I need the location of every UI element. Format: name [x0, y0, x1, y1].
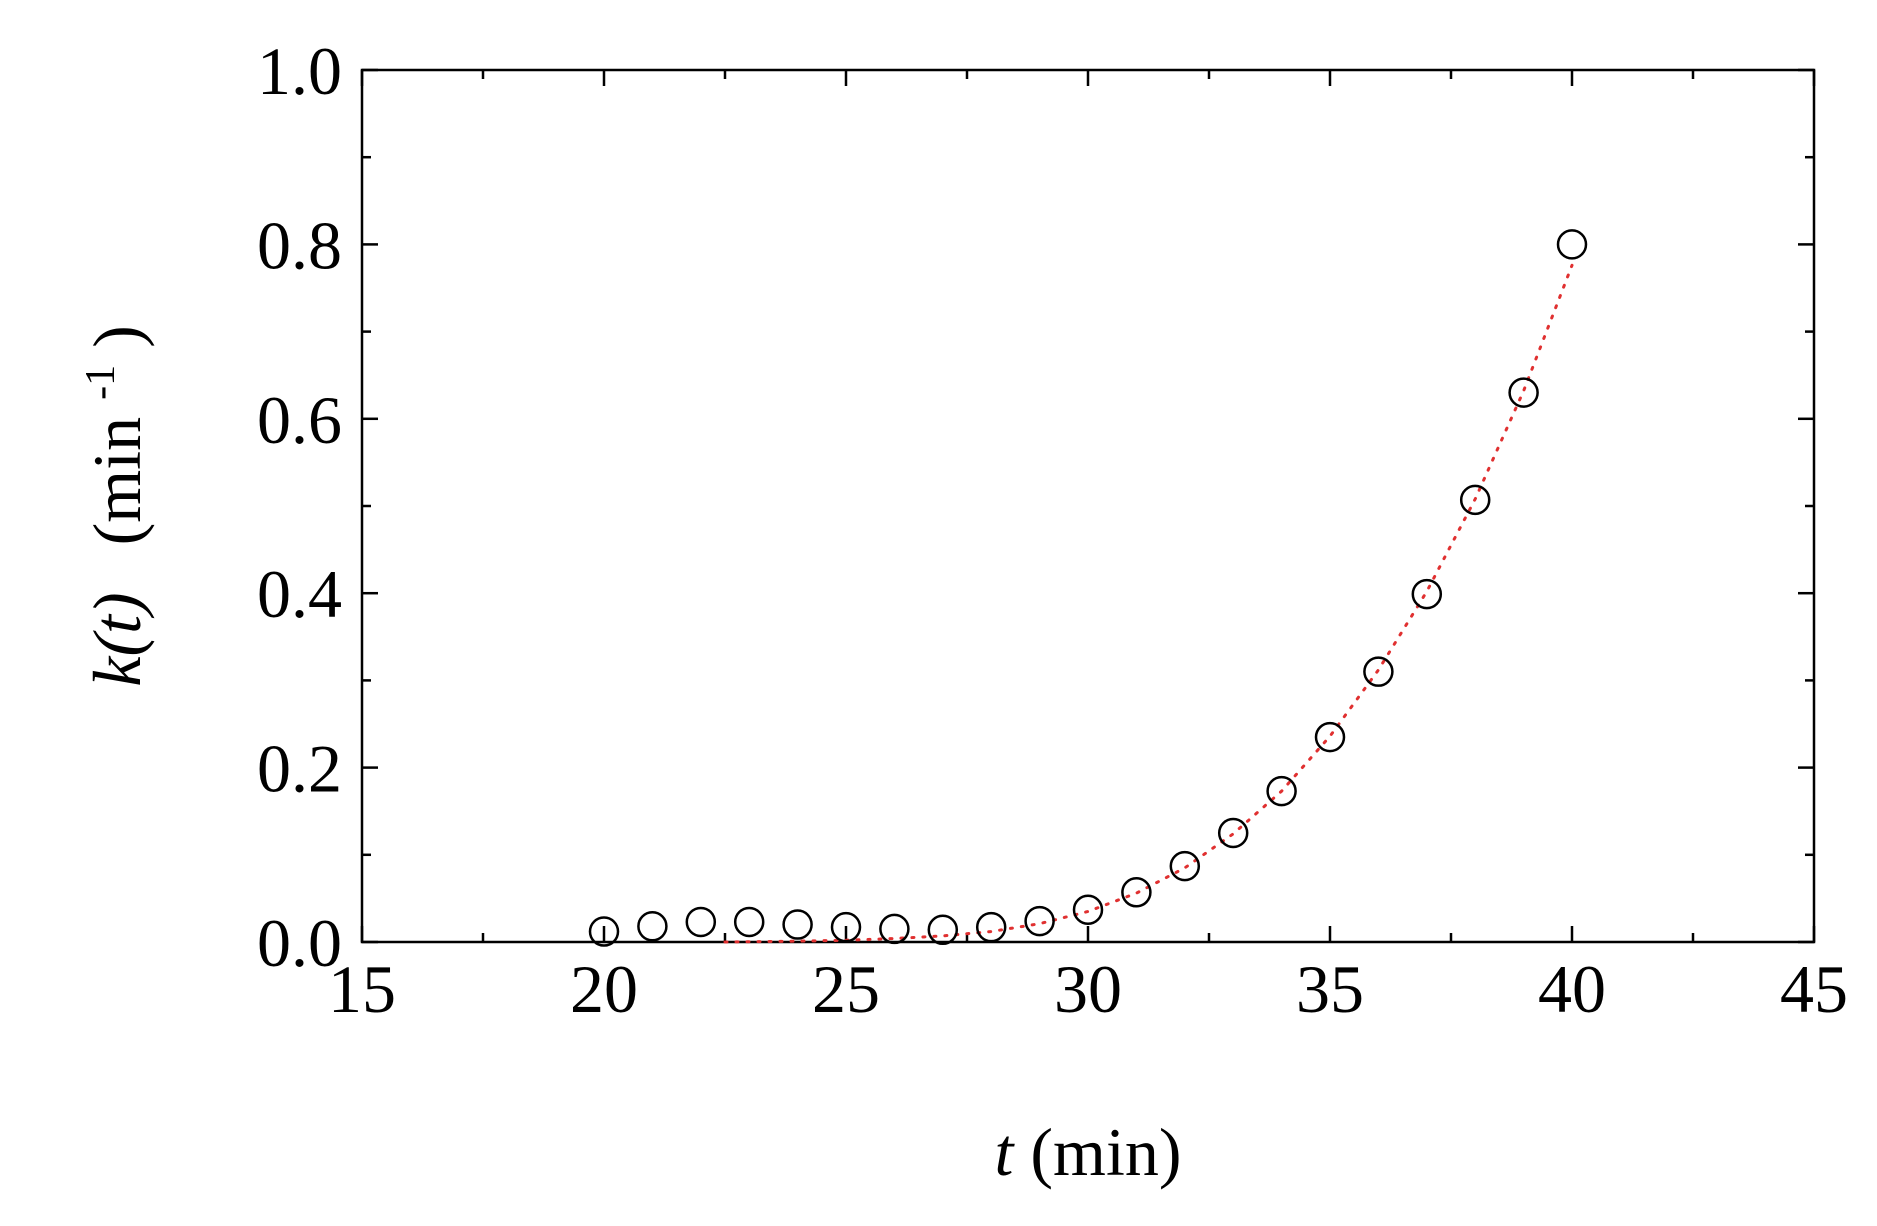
- data-point: [637, 911, 668, 942]
- y-tick-label: 0.6: [257, 382, 342, 458]
- x-tick-label: 30: [1054, 951, 1122, 1027]
- data-point: [1411, 578, 1443, 610]
- x-axis-unit: (min): [1030, 1114, 1181, 1190]
- tick-labels: 15 20 25 30 35 40 45 0.0 0.2 0.4 0.6 0.8 1.0: [257, 33, 1848, 1027]
- x-tick-label: 35: [1296, 951, 1364, 1027]
- data-point: [1169, 850, 1201, 882]
- x-axis-title: t (min): [995, 1114, 1182, 1190]
- y-axis-unit-sup: -1: [78, 365, 124, 400]
- data-point: [588, 916, 620, 947]
- axis-ticks: [360, 68, 1816, 944]
- y-axis-var: k(t): [79, 592, 155, 686]
- plot-frame: [360, 68, 1816, 944]
- x-axis-var: t: [995, 1114, 1016, 1190]
- data-point: [975, 911, 1007, 943]
- y-tick-label: 1.0: [257, 33, 342, 109]
- y-axis-title: k(t) (min -1 ): [53, 325, 155, 686]
- x-tick-label: 40: [1538, 951, 1606, 1027]
- data-point: [733, 906, 765, 938]
- fit-line: [723, 263, 1574, 944]
- data-point: [782, 909, 813, 940]
- data-point: [1121, 877, 1152, 908]
- data-point: [1072, 894, 1104, 925]
- data-point: [1508, 377, 1539, 408]
- y-tick-label: 0.8: [257, 207, 342, 283]
- data-point: [1459, 484, 1491, 516]
- x-tick-label: 45: [1780, 951, 1848, 1027]
- y-axis-unit-pre: (min: [79, 417, 155, 545]
- y-tick-label: 0.2: [257, 731, 342, 807]
- x-tick-label: 25: [812, 951, 880, 1027]
- data-point: [830, 911, 862, 943]
- data-point: [1314, 721, 1346, 753]
- y-tick-label: 0.4: [257, 556, 342, 632]
- y-tick-label: 0.0: [257, 905, 342, 981]
- data-point: [927, 914, 959, 946]
- data-point: [879, 913, 910, 945]
- data-point: [1266, 775, 1297, 807]
- data-point: [685, 906, 717, 938]
- x-tick-label: 20: [570, 951, 638, 1027]
- y-axis-unit-post: ): [79, 325, 155, 348]
- data-point: [1024, 905, 1055, 937]
- data-point: [1217, 817, 1249, 849]
- data-point: [1556, 229, 1588, 260]
- data-point: [1363, 656, 1394, 687]
- data-points: [588, 229, 1588, 947]
- x-tick-label: 15: [328, 951, 396, 1027]
